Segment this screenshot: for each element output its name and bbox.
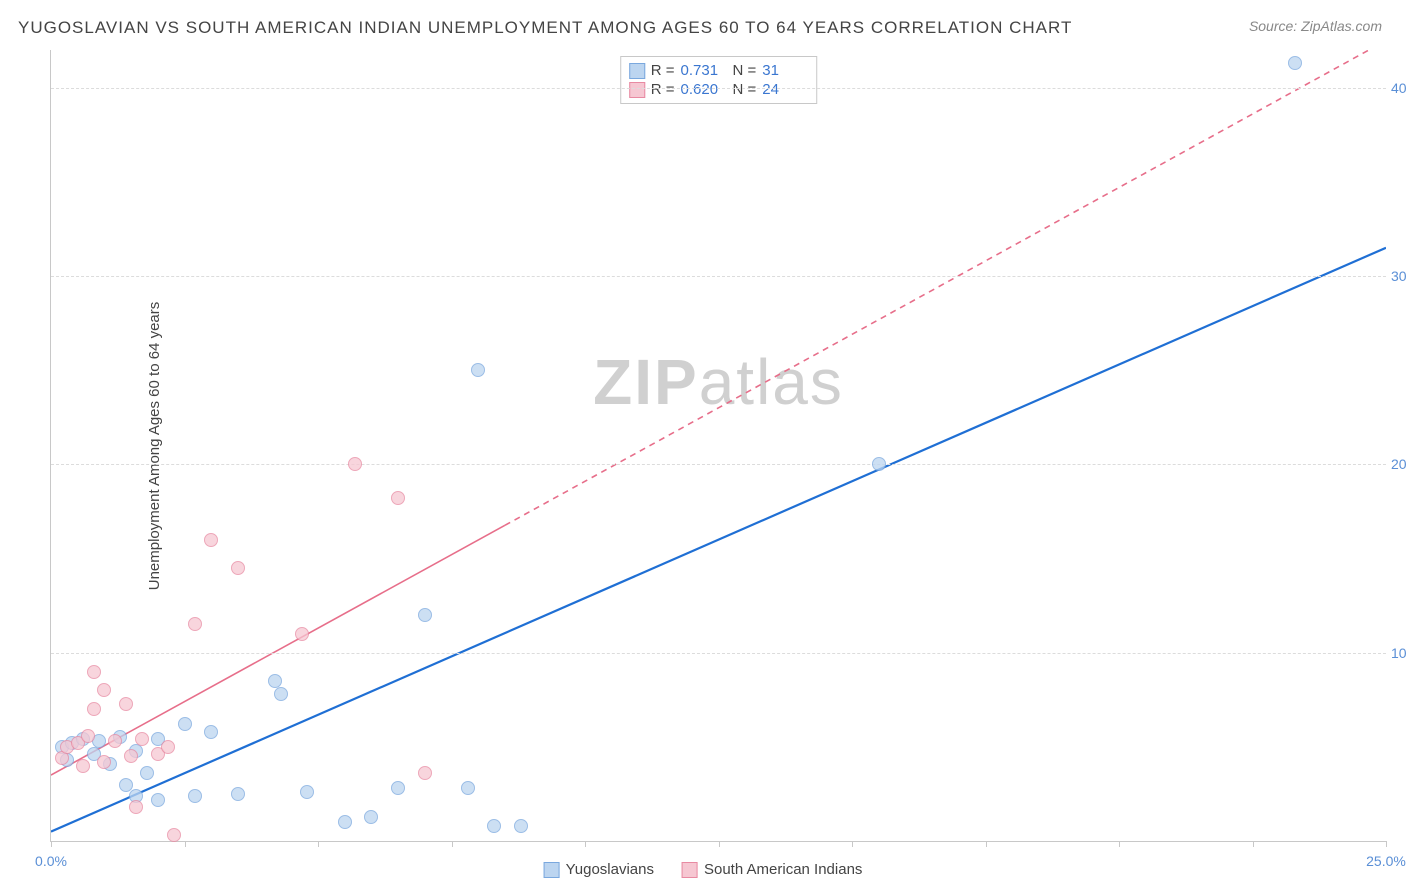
scatter-point	[151, 793, 165, 807]
scatter-point	[81, 729, 95, 743]
scatter-point	[487, 819, 501, 833]
scatter-point	[119, 778, 133, 792]
r-label: R =	[651, 62, 675, 79]
scatter-point	[418, 608, 432, 622]
scatter-point	[188, 617, 202, 631]
x-tick	[1253, 841, 1254, 847]
scatter-point	[161, 740, 175, 754]
legend-label: South American Indians	[704, 861, 862, 878]
scatter-point	[364, 810, 378, 824]
n-label: N =	[733, 81, 757, 98]
stats-row: R = 0.620 N = 24	[629, 80, 809, 99]
gridline	[51, 653, 1386, 654]
scatter-point	[178, 717, 192, 731]
legend-swatch	[544, 862, 560, 878]
scatter-point	[514, 819, 528, 833]
scatter-point	[124, 749, 138, 763]
scatter-point	[204, 725, 218, 739]
y-tick-label: 20.0%	[1391, 456, 1406, 472]
scatter-point	[1288, 56, 1302, 70]
n-value: 24	[762, 81, 808, 98]
r-label: R =	[651, 81, 675, 98]
bottom-legend: Yugoslavians South American Indians	[544, 861, 863, 878]
scatter-point	[391, 781, 405, 795]
series-swatch	[629, 82, 645, 98]
series-swatch	[629, 63, 645, 79]
scatter-point	[295, 627, 309, 641]
scatter-point	[188, 789, 202, 803]
scatter-point	[461, 781, 475, 795]
scatter-point	[135, 732, 149, 746]
plot-area: ZIPatlas R =0.731N =31R =0.620N =24 10.0…	[50, 50, 1386, 842]
scatter-point	[231, 561, 245, 575]
y-tick-label: 30.0%	[1391, 268, 1406, 284]
scatter-point	[108, 734, 122, 748]
watermark: ZIPatlas	[593, 345, 844, 419]
n-value: 31	[762, 62, 808, 79]
scatter-point	[167, 828, 181, 842]
scatter-point	[129, 800, 143, 814]
trend-line-dashed	[505, 50, 1386, 525]
scatter-point	[872, 457, 886, 471]
scatter-point	[97, 755, 111, 769]
scatter-point	[76, 759, 90, 773]
y-tick-label: 10.0%	[1391, 645, 1406, 661]
legend-item: Yugoslavians	[544, 861, 654, 878]
scatter-point	[418, 766, 432, 780]
x-tick	[51, 841, 52, 847]
scatter-point	[300, 785, 314, 799]
stats-row: R = 0.731 N = 31	[629, 61, 809, 80]
r-value: 0.731	[681, 62, 727, 79]
r-value: 0.620	[681, 81, 727, 98]
scatter-point	[87, 665, 101, 679]
watermark-zip: ZIP	[593, 346, 699, 418]
source-label: Source: ZipAtlas.com	[1249, 18, 1382, 34]
n-label: N =	[733, 62, 757, 79]
scatter-point	[274, 687, 288, 701]
scatter-point	[87, 702, 101, 716]
x-tick	[1119, 841, 1120, 847]
gridline	[51, 88, 1386, 89]
scatter-point	[204, 533, 218, 547]
x-tick	[1386, 841, 1387, 847]
x-tick	[986, 841, 987, 847]
x-tick	[852, 841, 853, 847]
chart-container: YUGOSLAVIAN VS SOUTH AMERICAN INDIAN UNE…	[0, 0, 1406, 892]
x-tick	[585, 841, 586, 847]
gridline	[51, 464, 1386, 465]
stats-legend-box: R = 0.731 N = 31 R = 0.620 N = 24	[620, 56, 818, 104]
gridline	[51, 276, 1386, 277]
x-tick	[452, 841, 453, 847]
watermark-atlas: atlas	[699, 346, 844, 418]
trend-lines-svg	[51, 50, 1386, 841]
scatter-point	[140, 766, 154, 780]
scatter-point	[471, 363, 485, 377]
x-tick	[719, 841, 720, 847]
scatter-point	[97, 683, 111, 697]
trend-line	[51, 248, 1386, 832]
scatter-point	[348, 457, 362, 471]
scatter-point	[119, 697, 133, 711]
legend-item: South American Indians	[682, 861, 862, 878]
scatter-point	[268, 674, 282, 688]
chart-title: YUGOSLAVIAN VS SOUTH AMERICAN INDIAN UNE…	[18, 18, 1072, 38]
scatter-point	[231, 787, 245, 801]
scatter-point	[391, 491, 405, 505]
x-tick	[318, 841, 319, 847]
legend-label: Yugoslavians	[566, 861, 654, 878]
legend-swatch	[682, 862, 698, 878]
x-tick	[185, 841, 186, 847]
scatter-point	[338, 815, 352, 829]
y-tick-label: 40.0%	[1391, 80, 1406, 96]
x-tick-label: 0.0%	[35, 853, 67, 869]
x-tick-label: 25.0%	[1366, 853, 1406, 869]
